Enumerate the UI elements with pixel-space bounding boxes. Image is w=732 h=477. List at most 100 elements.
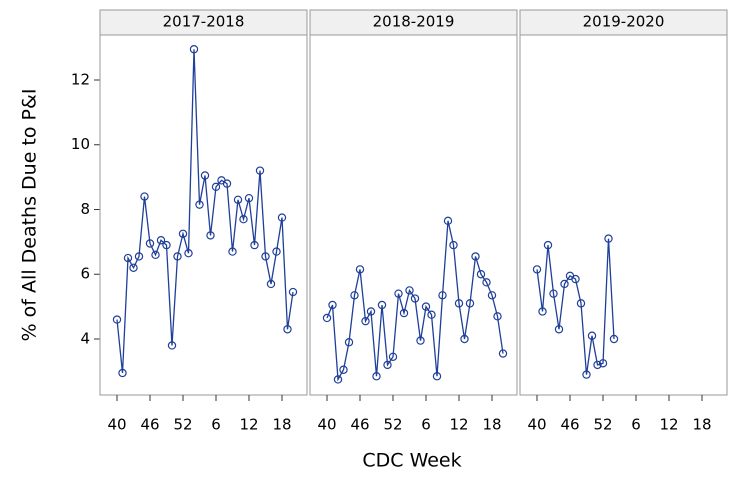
x-tick-label: 12 <box>659 416 678 434</box>
data-point <box>206 231 215 240</box>
data-point <box>189 45 199 54</box>
data-point <box>587 331 597 340</box>
data-point <box>156 236 166 245</box>
panel-title: 2019-2020 <box>583 13 665 31</box>
data-point <box>366 307 376 316</box>
data-point <box>538 307 547 316</box>
data-point <box>162 240 171 250</box>
data-point <box>498 349 508 358</box>
data-point <box>427 310 436 319</box>
data-point <box>277 213 287 222</box>
x-tick-label: 52 <box>383 416 402 434</box>
x-tick-label: 46 <box>350 416 369 434</box>
data-point <box>129 263 138 272</box>
x-tick-label: 40 <box>107 416 126 434</box>
data-point <box>394 289 403 298</box>
data-point <box>432 372 442 381</box>
data-point <box>283 325 292 334</box>
x-tick-label: 6 <box>421 416 431 434</box>
data-point <box>228 247 237 256</box>
data-point <box>377 300 387 310</box>
data-point <box>410 294 420 303</box>
y-tick-label: 10 <box>71 135 90 153</box>
data-point <box>598 359 608 368</box>
data-point <box>272 247 281 256</box>
data-point <box>493 312 502 321</box>
data-point <box>549 289 558 298</box>
data-point <box>167 341 177 350</box>
data-point <box>476 270 486 279</box>
panel-title: 2017-2018 <box>163 13 245 31</box>
data-point <box>609 334 619 344</box>
data-point <box>344 338 354 347</box>
series-line <box>326 220 504 382</box>
y-tick-label: 12 <box>71 71 90 89</box>
data-point <box>416 336 425 345</box>
data-point <box>112 315 122 324</box>
data-point <box>244 193 254 203</box>
data-point <box>355 265 365 274</box>
data-point <box>151 250 160 260</box>
data-point <box>288 287 298 297</box>
data-point <box>222 179 232 188</box>
x-tick-label: 46 <box>560 416 579 434</box>
x-tick-label: 18 <box>482 416 501 434</box>
x-axis-title: CDC Week <box>362 450 461 472</box>
panel-frame <box>99 34 308 396</box>
data-point <box>482 278 491 287</box>
data-point <box>372 372 381 381</box>
strip <box>309 9 518 36</box>
data-point <box>123 253 133 263</box>
data-point <box>554 325 564 334</box>
strip <box>519 9 728 36</box>
data-point <box>449 240 458 250</box>
data-point <box>145 239 155 248</box>
data-point <box>333 375 343 384</box>
data-point <box>405 286 414 295</box>
data-point <box>582 370 591 379</box>
data-point <box>576 299 586 308</box>
x-tick-label: 52 <box>593 416 612 434</box>
x-tick-label: 6 <box>631 416 641 434</box>
data-point <box>383 360 392 370</box>
data-point <box>184 249 193 258</box>
data-point <box>487 291 497 300</box>
x-tick-label: 46 <box>140 416 159 434</box>
data-point <box>560 279 569 289</box>
data-point <box>140 192 149 201</box>
x-tick-label: 18 <box>692 416 711 434</box>
x-tick-label: 40 <box>527 416 546 434</box>
data-point <box>350 291 359 300</box>
data-point <box>211 182 221 192</box>
data-point <box>593 360 602 370</box>
data-point <box>388 352 398 361</box>
data-point <box>250 240 259 250</box>
data-point <box>233 195 243 204</box>
data-point <box>134 252 144 261</box>
x-tick-label: 6 <box>211 416 221 434</box>
data-point <box>173 252 182 261</box>
y-tick-label: 6 <box>80 265 90 283</box>
x-tick-label: 18 <box>272 416 291 434</box>
data-point <box>200 171 210 180</box>
data-point <box>543 240 553 250</box>
data-point <box>421 302 431 311</box>
data-point <box>195 200 204 209</box>
data-point <box>322 313 332 323</box>
panel-title: 2018-2019 <box>373 13 455 31</box>
data-point <box>460 334 469 344</box>
data-point <box>178 229 188 238</box>
data-point <box>465 299 475 308</box>
x-tick-label: 12 <box>239 416 258 434</box>
data-point <box>239 215 248 224</box>
data-point <box>328 300 337 310</box>
y-tick-label: 4 <box>80 329 90 347</box>
series-line <box>536 238 615 375</box>
y-tick-label: 8 <box>80 200 90 218</box>
data-point <box>261 252 270 261</box>
data-point <box>438 291 447 300</box>
strip <box>99 9 308 36</box>
data-point <box>118 368 127 378</box>
